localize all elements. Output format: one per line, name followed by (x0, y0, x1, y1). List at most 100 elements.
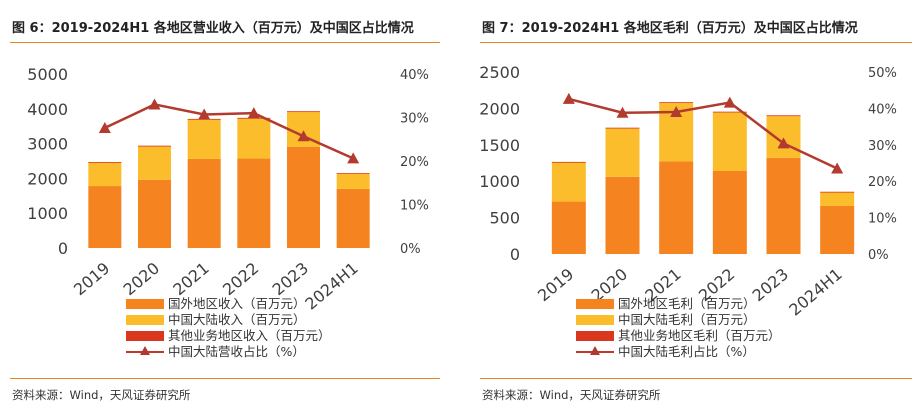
share-point-marker (297, 130, 310, 142)
share-line (104, 103, 354, 160)
right-axis-tick-label: 0% (400, 242, 421, 257)
footer-divider (10, 378, 440, 379)
bar-segment (712, 111, 747, 113)
right-axis-tick-label: 10% (400, 199, 429, 214)
legend-item: 中国大陆毛利占比（%） (576, 344, 781, 360)
legend-label: 中国大陆毛利（百万元） (618, 312, 756, 327)
bar-segment (88, 162, 122, 163)
legend-swatch (126, 315, 164, 325)
chart-legend: 国外地区毛利（百万元） 中国大陆毛利（百万元） 其他业务地区毛利（百万元） 中国… (576, 296, 781, 360)
share-point-marker (562, 92, 575, 104)
left-axis-tick-label: 4000 (27, 100, 68, 119)
bar-segment (551, 162, 586, 202)
legend-item: 其他业务地区收入（百万元） (126, 328, 331, 344)
legend-item: 国外地区收入（百万元） (126, 296, 331, 312)
bar-segment (766, 115, 801, 117)
chart-panel-revenue: 图 6：2019-2024H1 各地区营业收入（百万元）及中国区占比情况 0 10… (0, 0, 450, 413)
bar-segment (820, 191, 855, 193)
legend-swatch (576, 315, 614, 325)
legend-item: 中国大陆收入（百万元） (126, 312, 331, 328)
right-axis-tick-label: 40% (400, 68, 429, 83)
chart-legend: 国外地区收入（百万元） 中国大陆收入（百万元） 其他业务地区收入（百万元） 中国… (126, 296, 331, 360)
chart-title: 图 6：2019-2024H1 各地区营业收入（百万元）及中国区占比情况 (12, 21, 414, 36)
legend-item: 中国大陆营收占比（%） (126, 344, 331, 360)
bar-segment (712, 171, 747, 254)
legend-label: 其他业务地区毛利（百万元） (618, 328, 781, 343)
gross-profit-chart: 0 500 1000 1500 2000 2500 0% 10% 20% 30% 40% 50% 201… (479, 63, 897, 320)
right-axis-tick-label: 10% (868, 212, 897, 227)
x-axis-tick-label: 2024H1 (785, 265, 845, 320)
title-divider (10, 42, 440, 43)
legend-swatch (126, 331, 164, 341)
right-axis-tick-label: 30% (868, 139, 897, 154)
x-axis-tick-label: 2021 (169, 259, 212, 300)
bar-segment (551, 161, 586, 163)
footer-divider (480, 378, 912, 379)
bar-segment (605, 127, 640, 129)
share-line (568, 97, 838, 170)
source-note: 资料来源：Wind，天风证券研究所 (12, 388, 191, 402)
bar-segment (287, 146, 320, 248)
share-point-marker (723, 96, 736, 108)
legend-label: 国外地区收入（百万元） (168, 296, 306, 311)
legend-swatch (576, 299, 614, 309)
bar-segment (237, 158, 271, 248)
right-axis-tick-label: 20% (868, 175, 897, 190)
legend-label: 其他业务地区收入（百万元） (168, 328, 331, 343)
bar-segment (551, 201, 586, 254)
legend-line-marker (126, 346, 164, 358)
x-axis-tick-label: 2022 (219, 259, 262, 300)
right-axis-tick-label: 20% (400, 155, 429, 170)
right-axis-tick-label: 50% (868, 66, 897, 81)
right-axis-tick-label: 40% (868, 102, 897, 117)
bar-segment (820, 205, 855, 254)
bar-segment (336, 173, 370, 189)
share-point-marker (247, 107, 260, 119)
bar-segment (88, 186, 122, 248)
x-axis-tick-label: 2019 (534, 265, 577, 306)
left-axis-tick-label: 1000 (479, 172, 520, 191)
legend-label: 中国大陆收入（百万元） (168, 312, 306, 327)
share-point-marker (148, 98, 161, 110)
legend-label: 中国大陆毛利占比（%） (618, 344, 755, 359)
x-axis-tick-label: 2023 (269, 259, 312, 300)
bar-segment (605, 128, 640, 177)
legend-swatch (126, 299, 164, 309)
bar-segment (138, 179, 171, 248)
share-point-marker (347, 152, 360, 164)
bar-segment (287, 111, 320, 113)
share-point-marker (198, 108, 211, 120)
legend-label: 中国大陆营收占比（%） (168, 344, 305, 359)
bar-segment (605, 176, 640, 254)
share-point-marker (831, 162, 844, 174)
bar-segment (138, 145, 171, 147)
chart-title: 图 7：2019-2024H1 各地区毛利（百万元）及中国区占比情况 (482, 21, 858, 36)
share-point-marker (616, 106, 629, 118)
share-point-marker (777, 137, 790, 149)
title-divider (480, 42, 912, 43)
left-axis-tick-label: 2500 (479, 63, 520, 82)
bar-segment (659, 102, 694, 104)
legend-swatch (576, 331, 614, 341)
legend-item: 国外地区毛利（百万元） (576, 296, 781, 312)
left-axis-tick-label: 2000 (479, 99, 520, 118)
left-axis-tick-label: 2000 (27, 169, 68, 188)
legend-label: 国外地区毛利（百万元） (618, 296, 756, 311)
left-axis-tick-label: 500 (489, 209, 520, 228)
x-axis-tick-label: 2019 (70, 259, 113, 300)
left-axis-tick-label: 1500 (479, 136, 520, 155)
bar-segment (336, 173, 370, 174)
left-axis-tick-label: 1000 (27, 204, 68, 223)
x-axis-tick-label: 2020 (120, 259, 163, 300)
right-axis-tick-label: 30% (400, 112, 429, 127)
left-axis-tick-label: 0 (58, 239, 68, 258)
legend-item: 其他业务地区毛利（百万元） (576, 328, 781, 344)
bar-segment (336, 188, 370, 248)
bar-segment (820, 192, 855, 206)
bar-segment (766, 157, 801, 254)
source-note: 资料来源：Wind，天风证券研究所 (482, 388, 661, 402)
right-axis-tick-label: 0% (868, 248, 889, 263)
share-point-marker (670, 106, 683, 118)
bar-segment (88, 162, 122, 187)
